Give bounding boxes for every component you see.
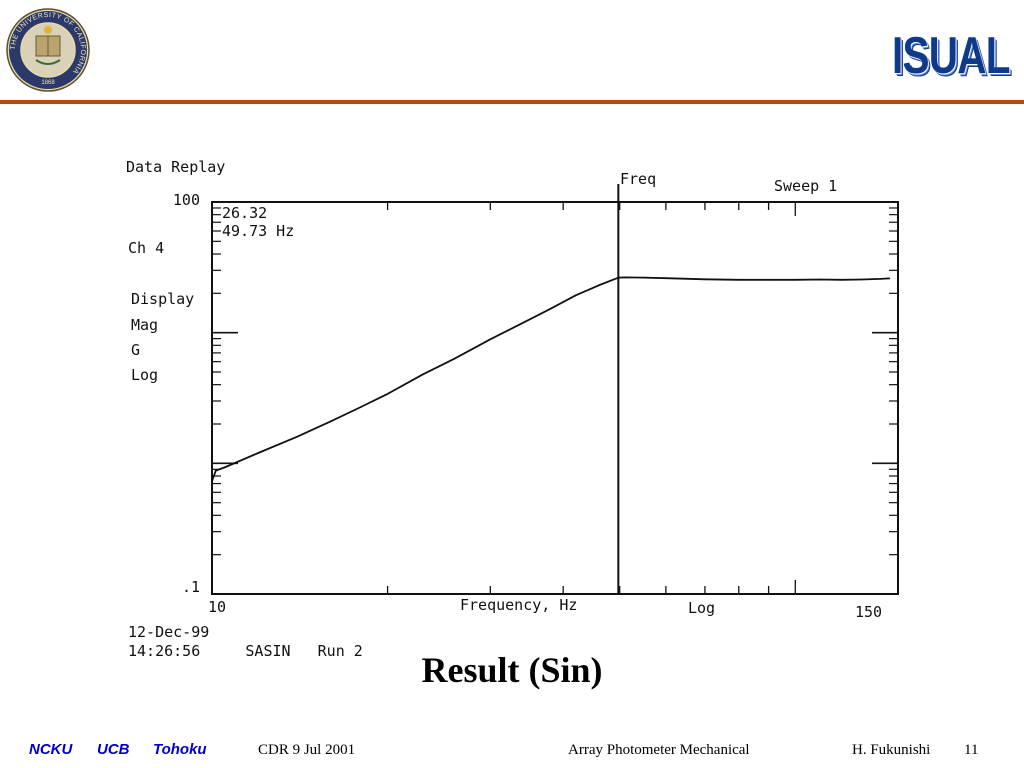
- display-label: Display: [131, 290, 194, 308]
- plot-frame: [211, 201, 899, 595]
- x-tick-label-min: 10: [208, 598, 226, 616]
- channel-label: Ch 4: [128, 239, 164, 257]
- data-point: [879, 278, 882, 280]
- data-point: [574, 294, 577, 297]
- footer-institution-tohoku: Tohoku: [153, 741, 207, 758]
- sweep-label: Sweep 1: [774, 177, 837, 195]
- data-point: [860, 278, 863, 281]
- data-point: [453, 358, 455, 360]
- data-point: [794, 278, 797, 281]
- data-point: [617, 276, 620, 279]
- data-point: [211, 480, 213, 482]
- display-log-label: Log: [131, 366, 158, 384]
- readout-value: 26.32: [222, 204, 267, 222]
- data-point: [223, 466, 226, 469]
- data-point: [549, 308, 551, 310]
- x-tick-label-max: 150: [855, 603, 882, 621]
- data-point: [704, 278, 706, 281]
- data-point: [521, 322, 523, 325]
- readout-frequency: 49.73 Hz: [222, 222, 294, 240]
- series-line-0: [211, 276, 890, 482]
- data-point: [643, 276, 645, 279]
- data-point: [665, 277, 667, 280]
- display-mag-label: Mag: [131, 316, 158, 334]
- footer-event: CDR 9 Jul 2001: [258, 742, 356, 758]
- data-point: [489, 338, 492, 341]
- data-point: [818, 278, 821, 281]
- slide-title: Result (Sin): [421, 650, 603, 690]
- chart-plot: Data Replay Freq Sweep 1 100 .1 26.32 49…: [126, 158, 899, 660]
- mode-label: Freq: [620, 170, 656, 188]
- data-point: [386, 393, 389, 395]
- x-axis-label: Frequency, Hz: [460, 596, 577, 614]
- isual-logo: ISUAL: [892, 27, 1011, 85]
- time-run-label: 14:26:56 SASIN Run 2: [128, 642, 363, 660]
- data-point: [214, 469, 217, 472]
- footer-institution-ncku: NCKU: [29, 741, 73, 758]
- data-point: [888, 277, 891, 280]
- data-point: [737, 278, 740, 281]
- y-tick-label-top: 100: [173, 191, 200, 209]
- display-g-label: G: [131, 341, 140, 359]
- panel-title: Data Replay: [126, 158, 225, 176]
- data-point: [360, 406, 362, 408]
- data-point: [330, 420, 332, 423]
- footer-topic: Array Photometer Mechanical: [568, 742, 750, 758]
- date-label: 12-Dec-99: [128, 623, 209, 641]
- x-scale-label: Log: [688, 599, 715, 617]
- y-tick-label-bottom: .1: [182, 578, 200, 596]
- data-point: [840, 278, 843, 281]
- university-seal-logo: THE UNIVERSITY OF CALIFORNIA 1868: [6, 8, 90, 92]
- svg-text:1868: 1868: [41, 80, 55, 86]
- data-point: [623, 276, 626, 279]
- data-point: [257, 452, 259, 454]
- footer-author: H. Fukunishi: [852, 742, 931, 758]
- data-point: [296, 435, 299, 438]
- footer-page-number: 11: [964, 742, 979, 758]
- data-point: [422, 373, 424, 376]
- data-point: [597, 284, 600, 287]
- footer: NCKU UCB Tohoku CDR 9 Jul 2001 Array Pho…: [0, 738, 1024, 762]
- data-point: [767, 278, 770, 281]
- footer-institution-ucb: UCB: [97, 741, 130, 758]
- header-divider: [0, 100, 1024, 104]
